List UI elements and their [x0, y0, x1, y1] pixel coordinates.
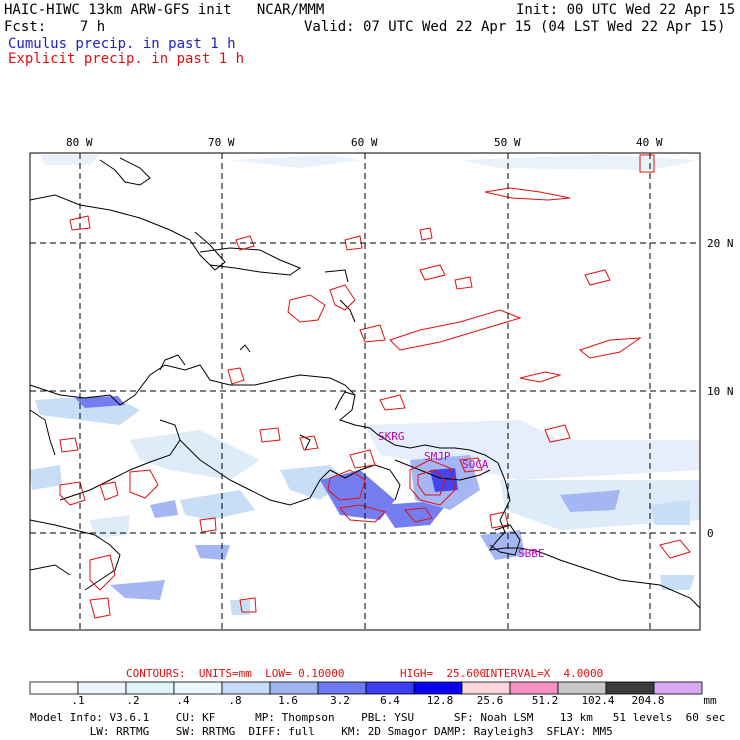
colorbar-swatch [222, 682, 270, 694]
lon-label-70w: 70 W [208, 136, 235, 149]
colorbar-swatch [318, 682, 366, 694]
colorbar-tick-7: 12.8 [427, 694, 454, 707]
colorbar-swatch [126, 682, 174, 694]
model-info-line2: LW: RRTMG SW: RRTMG DIFF: full KM: 2D Sm… [30, 725, 613, 738]
contours-caption-units: CONTOURS: UNITS=mm LOW= 0.10000 [126, 667, 345, 680]
colorbar-tick-8: 25.6 [477, 694, 504, 707]
colorbar-tick-9: 51.2 [532, 694, 559, 707]
colorbar-tick-3: .8 [228, 694, 241, 707]
contours-caption-high: HIGH= 25.600 [400, 667, 486, 680]
colorbar-swatch [462, 682, 510, 694]
colorbar-swatch [606, 682, 654, 694]
station-label-soca: SOCA [462, 458, 489, 471]
colorbar-swatch [654, 682, 702, 694]
lat-label-10n: 10 N [707, 385, 734, 398]
station-label-smjp: SMJP [424, 450, 451, 463]
colorbar-unit: mm [703, 694, 716, 707]
model-info-line1: Model Info: V3.6.1 CU: KF MP: Thompson P… [30, 711, 725, 724]
colorbar-swatch [558, 682, 606, 694]
colorbar-swatch [174, 682, 222, 694]
colorbar-tick-4: 1.6 [278, 694, 298, 707]
colorbar-swatch [30, 682, 78, 694]
colorbar-tick-5: 3.2 [330, 694, 350, 707]
lon-label-80w: 80 W [66, 136, 93, 149]
colorbar-swatch [510, 682, 558, 694]
colorbar-tick-11: 204.8 [631, 694, 664, 707]
colorbar-tick-6: 6.4 [380, 694, 400, 707]
colorbar-tick-10: 102.4 [581, 694, 614, 707]
lon-label-50w: 50 W [494, 136, 521, 149]
explicit-precip-contours [60, 155, 690, 618]
colorbar-tick-1: .2 [126, 694, 139, 707]
colorbar-swatch [414, 682, 462, 694]
station-label-skrg: SKRG [378, 430, 405, 443]
colorbar-swatch [366, 682, 414, 694]
lat-label-0: 0 [707, 527, 714, 540]
colorbar [30, 682, 702, 694]
lat-label-20n: 20 N [707, 237, 734, 250]
grid-lines [30, 153, 700, 630]
contours-caption-interval: INTERVAL=X 4.0000 [484, 667, 603, 680]
colorbar-swatch [78, 682, 126, 694]
colorbar-tick-2: .4 [176, 694, 189, 707]
station-label-sbbe: SBBE [518, 547, 545, 560]
lon-label-60w: 60 W [351, 136, 378, 149]
colorbar-swatch [270, 682, 318, 694]
lon-label-40w: 40 W [636, 136, 663, 149]
colorbar-tick-0: .1 [71, 694, 84, 707]
